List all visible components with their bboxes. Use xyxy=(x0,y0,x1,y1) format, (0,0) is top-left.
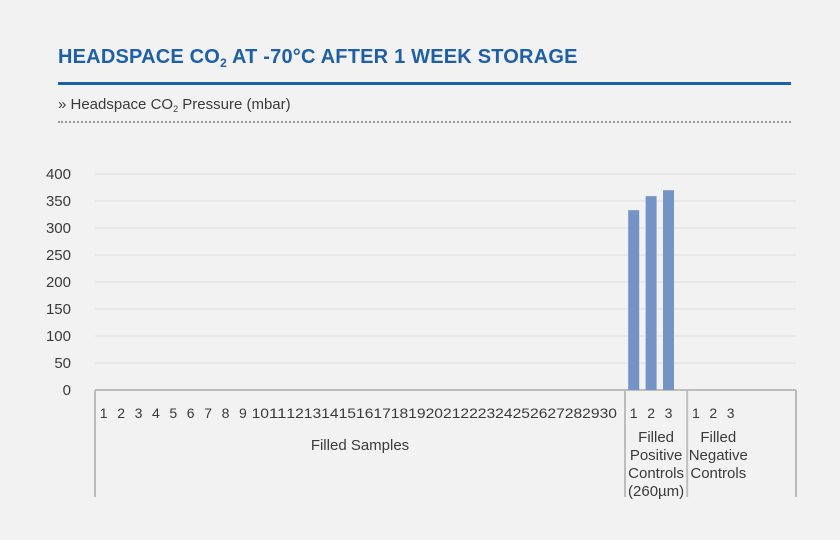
group-label: Negative xyxy=(689,447,748,464)
chart-subtitle: » Headspace CO2 Pressure (mbar) xyxy=(58,96,291,114)
x-tick-label: 6 xyxy=(187,405,195,421)
x-tick-label: 14 xyxy=(321,405,339,421)
y-tick-label: 100 xyxy=(46,328,71,345)
x-tick-label: 17 xyxy=(373,405,391,421)
x-tick-label: 29 xyxy=(582,405,600,421)
group-label: Filled xyxy=(700,429,736,446)
x-tick-label: 2 xyxy=(647,405,655,421)
group-label: Filled xyxy=(638,429,674,446)
x-tick-label: 1 xyxy=(630,405,638,421)
bar xyxy=(645,196,657,390)
x-tick-label: 15 xyxy=(339,405,357,421)
x-tick-label: 23 xyxy=(478,405,496,421)
group-label: (260µm) xyxy=(628,483,684,500)
title-underline xyxy=(58,82,791,85)
x-tick-label: 12 xyxy=(286,405,304,421)
x-tick-label: 3 xyxy=(665,405,673,421)
chart-title: HEADSPACE CO2 AT -70°C AFTER 1 WEEK STOR… xyxy=(58,46,578,70)
x-tick-label: 1 xyxy=(692,405,700,421)
x-tick-label: 22 xyxy=(460,405,478,421)
y-tick-label: 0 xyxy=(63,382,71,399)
x-tick-label: 30 xyxy=(600,405,618,421)
group-label: Filled Samples xyxy=(311,437,409,454)
bar xyxy=(663,190,674,390)
x-tick-label: 24 xyxy=(495,405,513,421)
x-tick-label: 25 xyxy=(513,405,531,421)
x-tick-label: 8 xyxy=(222,405,230,421)
y-tick-label: 400 xyxy=(46,166,71,183)
x-tick-label: 27 xyxy=(547,405,565,421)
x-tick-label: 4 xyxy=(152,405,160,421)
group-label: Controls xyxy=(628,465,684,482)
y-tick-label: 300 xyxy=(46,220,71,237)
x-tick-label: 18 xyxy=(391,405,409,421)
x-tick-label: 5 xyxy=(169,405,177,421)
x-tick-label: 2 xyxy=(117,405,125,421)
x-tick-label: 3 xyxy=(135,405,143,421)
y-tick-label: 50 xyxy=(54,355,71,372)
x-tick-label: 2 xyxy=(709,405,717,421)
y-tick-label: 350 xyxy=(46,193,71,210)
group-label: Controls xyxy=(690,465,746,482)
y-tick-label: 250 xyxy=(46,247,71,264)
y-tick-label: 150 xyxy=(46,301,71,318)
x-tick-label: 20 xyxy=(426,405,444,421)
x-tick-label: 7 xyxy=(204,405,212,421)
bar xyxy=(628,210,640,390)
dotted-divider xyxy=(58,121,791,123)
x-tick-label: 26 xyxy=(530,405,548,421)
x-tick-label: 1 xyxy=(100,405,108,421)
group-label: Positive xyxy=(630,447,683,464)
x-tick-label: 3 xyxy=(727,405,735,421)
x-tick-label: 19 xyxy=(408,405,426,421)
x-tick-label: 21 xyxy=(443,405,461,421)
x-tick-label: 16 xyxy=(356,405,374,421)
x-tick-label: 10 xyxy=(252,405,270,421)
x-tick-label: 13 xyxy=(304,405,322,421)
x-tick-label: 9 xyxy=(239,405,247,421)
x-tick-label: 11 xyxy=(269,405,287,421)
y-tick-label: 200 xyxy=(46,274,71,291)
x-tick-label: 28 xyxy=(565,405,583,421)
